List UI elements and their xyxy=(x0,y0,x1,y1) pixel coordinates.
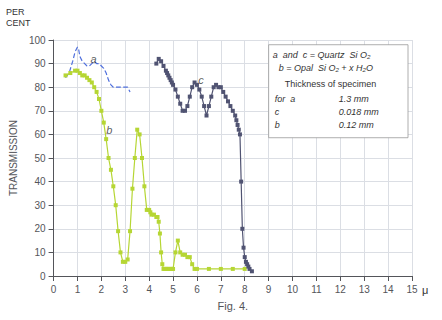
svg-text:12: 12 xyxy=(335,284,347,295)
svg-text:for a: for a xyxy=(275,94,296,104)
svg-text:μ: μ xyxy=(422,284,428,296)
svg-text:CENT: CENT xyxy=(6,18,31,28)
svg-text:c: c xyxy=(198,74,204,86)
svg-text:TRANSMISSION: TRANSMISSION xyxy=(8,120,19,196)
svg-text:7: 7 xyxy=(218,284,224,295)
svg-text:9: 9 xyxy=(266,284,272,295)
svg-text:b: b xyxy=(275,120,280,130)
svg-text:50: 50 xyxy=(34,153,46,164)
svg-text:10: 10 xyxy=(287,284,299,295)
svg-text:a: a xyxy=(91,53,97,65)
svg-text:PER: PER xyxy=(6,7,25,17)
svg-text:0: 0 xyxy=(51,284,57,295)
svg-text:1: 1 xyxy=(75,284,81,295)
svg-text:2: 2 xyxy=(99,284,105,295)
svg-text:Fig. 4.: Fig. 4. xyxy=(218,300,249,312)
svg-text:Thickness of specimen: Thickness of specimen xyxy=(285,79,377,89)
svg-text:15: 15 xyxy=(406,284,418,295)
svg-text:10: 10 xyxy=(34,247,46,258)
svg-text:70: 70 xyxy=(34,105,46,116)
svg-text:40: 40 xyxy=(34,176,46,187)
svg-text:60: 60 xyxy=(34,129,46,140)
svg-text:30: 30 xyxy=(34,200,46,211)
svg-text:b = Opal Si O₂ + x H₂O: b = Opal Si O₂ + x H₂O xyxy=(279,63,373,73)
svg-text:a and c = Quartz Si O₂: a and c = Quartz Si O₂ xyxy=(273,50,371,60)
svg-text:0.12 mm: 0.12 mm xyxy=(339,120,375,130)
svg-text:0.018 mm: 0.018 mm xyxy=(339,107,380,117)
svg-text:13: 13 xyxy=(359,284,371,295)
svg-text:4: 4 xyxy=(146,284,152,295)
svg-text:b: b xyxy=(106,124,112,136)
svg-text:c: c xyxy=(275,107,280,117)
svg-text:6: 6 xyxy=(194,284,200,295)
svg-text:14: 14 xyxy=(383,284,395,295)
svg-text:8: 8 xyxy=(242,284,248,295)
svg-text:5: 5 xyxy=(170,284,176,295)
svg-text:20: 20 xyxy=(34,223,46,234)
svg-text:0: 0 xyxy=(40,271,46,282)
svg-text:80: 80 xyxy=(34,82,46,93)
svg-text:1.3 mm: 1.3 mm xyxy=(339,94,370,104)
svg-text:100: 100 xyxy=(29,35,46,46)
svg-text:90: 90 xyxy=(34,58,46,69)
svg-text:3: 3 xyxy=(122,284,128,295)
svg-text:11: 11 xyxy=(311,284,322,295)
